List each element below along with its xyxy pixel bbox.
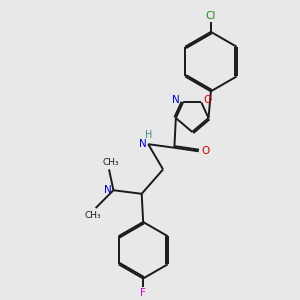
Text: N: N: [172, 95, 179, 105]
Text: O: O: [201, 146, 209, 156]
Text: H: H: [145, 130, 152, 140]
Text: CH₃: CH₃: [84, 211, 101, 220]
Text: Cl: Cl: [206, 11, 216, 21]
Text: N: N: [104, 184, 112, 195]
Text: N: N: [139, 139, 147, 149]
Text: F: F: [140, 288, 146, 298]
Text: CH₃: CH₃: [102, 158, 119, 166]
Text: O: O: [204, 95, 212, 105]
